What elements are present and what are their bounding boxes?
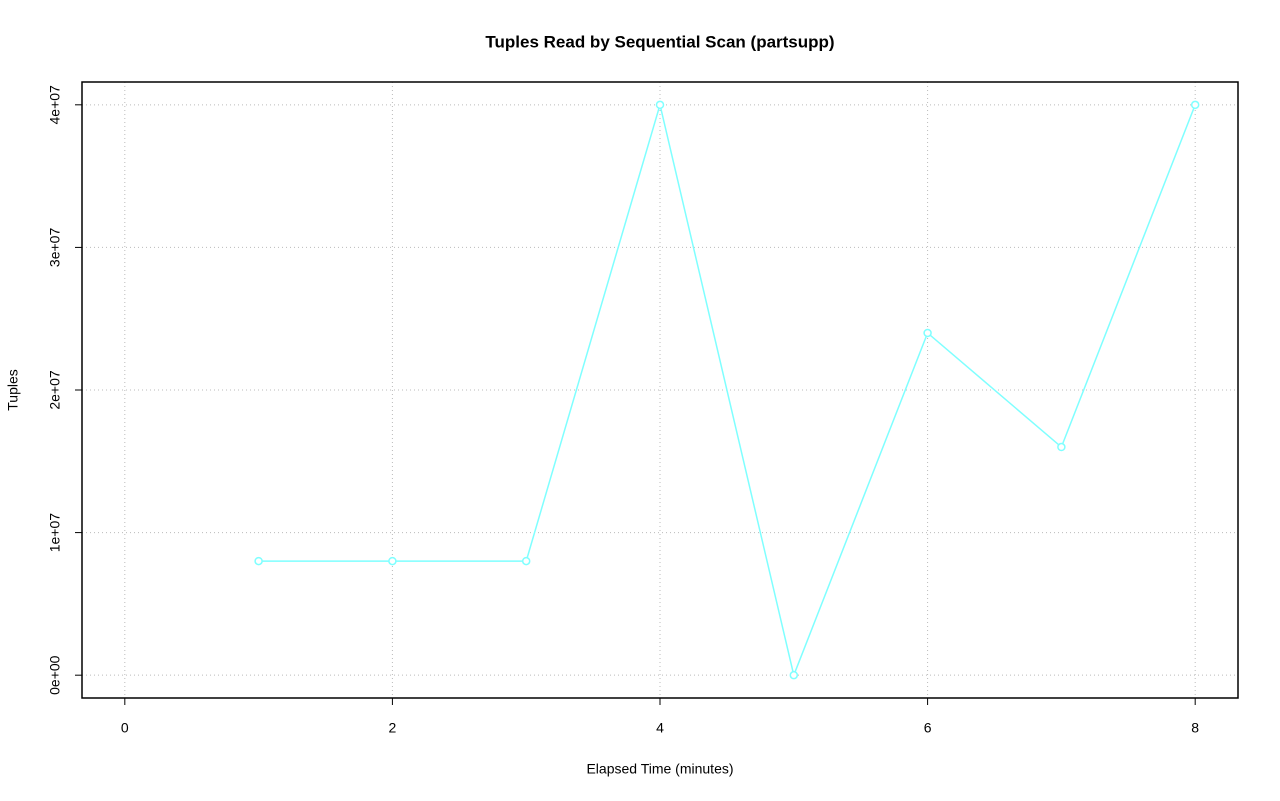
data-point xyxy=(254,556,263,566)
y-tick-label: 1e+07 xyxy=(47,513,63,553)
plot-frame xyxy=(81,81,1239,699)
x-axis-label: Elapsed Time (minutes) xyxy=(586,761,733,777)
y-tick-label: 0e+00 xyxy=(47,655,63,695)
y-tick-label: 3e+07 xyxy=(47,228,63,268)
data-point xyxy=(388,556,397,566)
x-tick-label: 2 xyxy=(389,720,397,736)
y-tick-label: 4e+07 xyxy=(47,85,63,125)
data-point xyxy=(655,100,665,110)
data-line xyxy=(258,101,1196,678)
x-tick-label: 0 xyxy=(121,720,129,736)
y-axis-label: Tuples xyxy=(5,369,21,411)
x-tick-label: 6 xyxy=(924,720,932,736)
y-tick-label: 2e+07 xyxy=(47,370,63,410)
data-point xyxy=(923,328,932,338)
data-point xyxy=(521,556,531,566)
data-point xyxy=(789,670,799,680)
data-point xyxy=(1057,442,1066,452)
x-tick-label: 4 xyxy=(656,720,664,736)
x-tick-label: 8 xyxy=(1191,720,1199,736)
data-point xyxy=(1190,100,1200,110)
chart-title: Tuples Read by Sequential Scan (partsupp… xyxy=(485,32,834,51)
